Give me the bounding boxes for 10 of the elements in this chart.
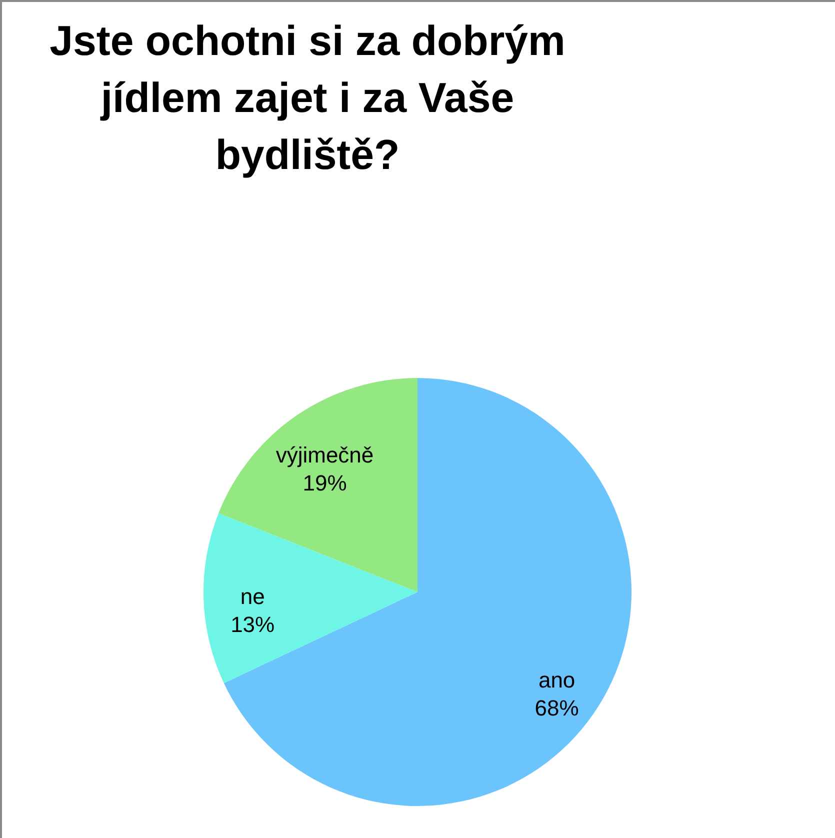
pie-slice [218, 378, 418, 592]
pie-slice [204, 513, 418, 684]
slice-label: výjimečně [276, 442, 374, 468]
slice-label: ano [538, 667, 576, 692]
data-label: 68% [534, 695, 579, 720]
pie-slice [224, 378, 632, 806]
data-label: 13% [230, 612, 275, 638]
chart-title: Jste ochotni si za dobrým jídlem zajet i za Vaše bydliště? [50, 17, 566, 178]
data-label: 19% [302, 470, 347, 496]
slice-label: ne [240, 584, 265, 610]
